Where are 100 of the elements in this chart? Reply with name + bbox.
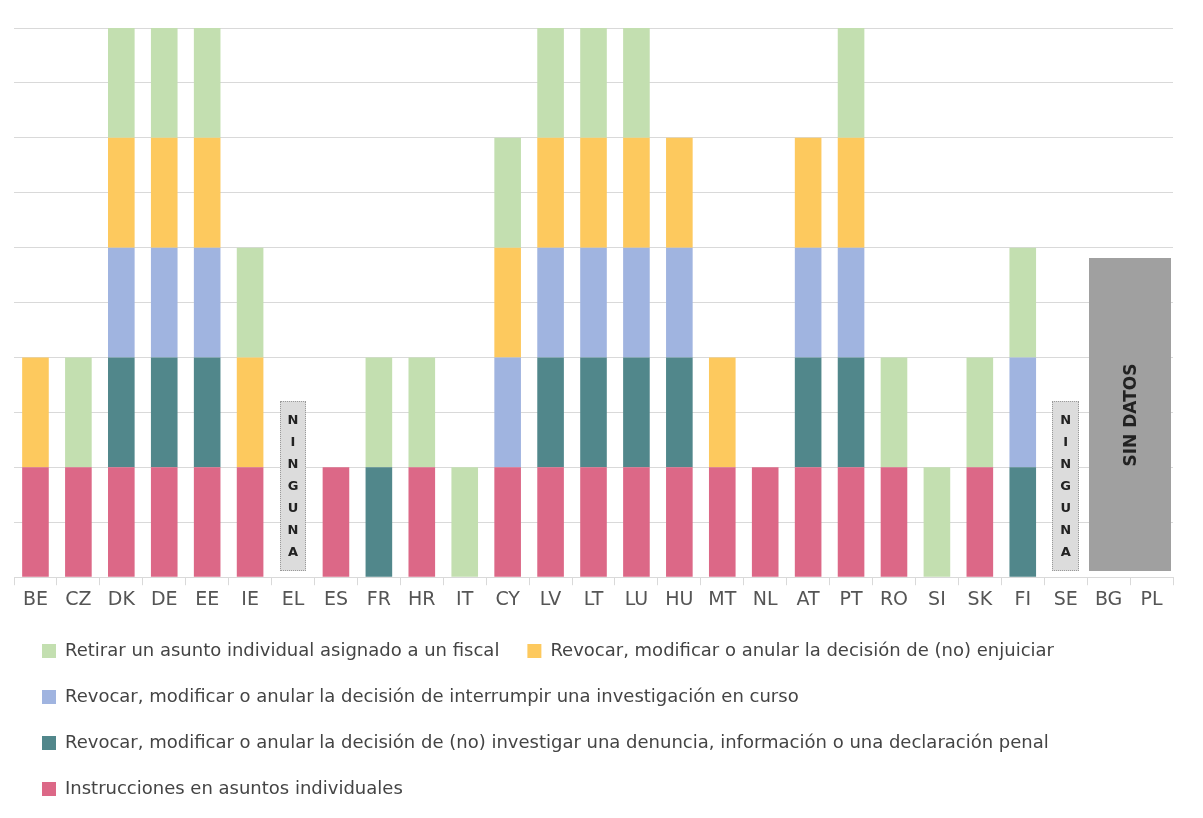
bar [623,467,650,577]
bar [537,247,564,358]
bar [193,247,221,358]
x-tick-label: FR [366,586,391,609]
bar [22,467,49,577]
bar [751,467,779,577]
x-tick-label: PL [1140,586,1163,609]
note-box: NINGUNA [279,401,307,572]
bar [837,137,865,248]
bar [193,28,221,138]
bar [365,467,393,577]
x-tick-label: CZ [65,586,92,609]
x-tick-label: HU [665,586,694,609]
bar [580,247,607,358]
bar [193,137,221,248]
bar [966,467,994,577]
bar [580,357,607,468]
x-tick-label: AT [796,586,821,609]
bar [108,467,135,577]
bar [837,28,865,138]
bar [708,357,736,468]
bar [794,467,822,577]
bar [666,357,693,468]
bar [494,357,521,468]
bar [580,467,607,577]
bar [494,137,521,248]
bar [794,137,822,248]
bar [150,247,178,358]
bar [108,247,135,358]
bar [837,247,865,358]
annotation: NINGUNA [287,411,299,562]
bar [1009,247,1037,358]
x-tick-label: DE [150,586,178,609]
bar [537,467,564,577]
bar [923,467,951,577]
x-tick-label: LT [583,586,604,609]
x-tick-label: SI [928,586,946,609]
bar [666,467,693,577]
bar [108,137,135,248]
x-tick-label: BG [1094,586,1123,609]
note-box: SIN DATOS [1089,258,1171,572]
bar [193,467,221,577]
bar [22,357,49,468]
legend-label: Revocar, modificar o anular la decisión de (no) enjuiciar [550,638,1055,660]
bar [623,357,650,468]
bar [408,467,436,577]
bar [837,357,865,468]
bar [150,137,178,248]
x-tick-label: EL [281,586,305,609]
note-box: NINGUNA [1052,401,1079,572]
bar [65,357,92,468]
x-tick-label: HR [408,586,436,609]
x-tick-label: LU [624,586,649,609]
bar [837,467,865,577]
bar [322,467,350,577]
bar [580,137,607,248]
bar [1009,357,1037,468]
bar [1009,467,1037,577]
bar [966,357,994,468]
bar [623,247,650,358]
bar [623,137,650,248]
bar [794,357,822,468]
bar [580,28,607,138]
bar [666,137,693,248]
bar [537,357,564,468]
bar [150,467,178,577]
bar [451,467,479,577]
bar [494,247,521,358]
legend-label: Retirar un asunto individual asignado a un fiscal [65,638,500,660]
bar [108,28,135,138]
x-tick-label: MT [708,586,737,609]
bar [537,137,564,248]
bar [150,28,178,138]
annotation: NINGUNA [1060,411,1072,562]
x-tick-label: IE [241,586,259,609]
bar [666,247,693,358]
bar [880,357,908,468]
bar [236,247,264,358]
x-tick-label: SE [1053,586,1078,609]
bar [708,467,736,577]
bar [365,357,393,468]
bar [193,357,221,468]
bar [623,28,650,138]
x-tick-label: CY [495,586,521,609]
bar [408,357,436,468]
bar [65,467,92,577]
bar [236,467,264,577]
bar [494,467,521,577]
bar [537,28,564,138]
bar [108,357,135,468]
bar [236,357,264,468]
x-tick-label: IT [456,586,474,609]
x-tick-label: BE [22,586,48,609]
x-tick-label: NL [752,586,779,609]
legend-label: Revocar, modificar o anular la decisión de interrumpir una investigación en curso [65,684,799,706]
bar [880,467,908,577]
x-tick-label: PT [839,586,863,609]
legend-label: Instrucciones en asuntos individuales [65,776,403,798]
x-tick-label: EE [195,586,220,609]
x-tick-label: FI [1014,586,1032,609]
